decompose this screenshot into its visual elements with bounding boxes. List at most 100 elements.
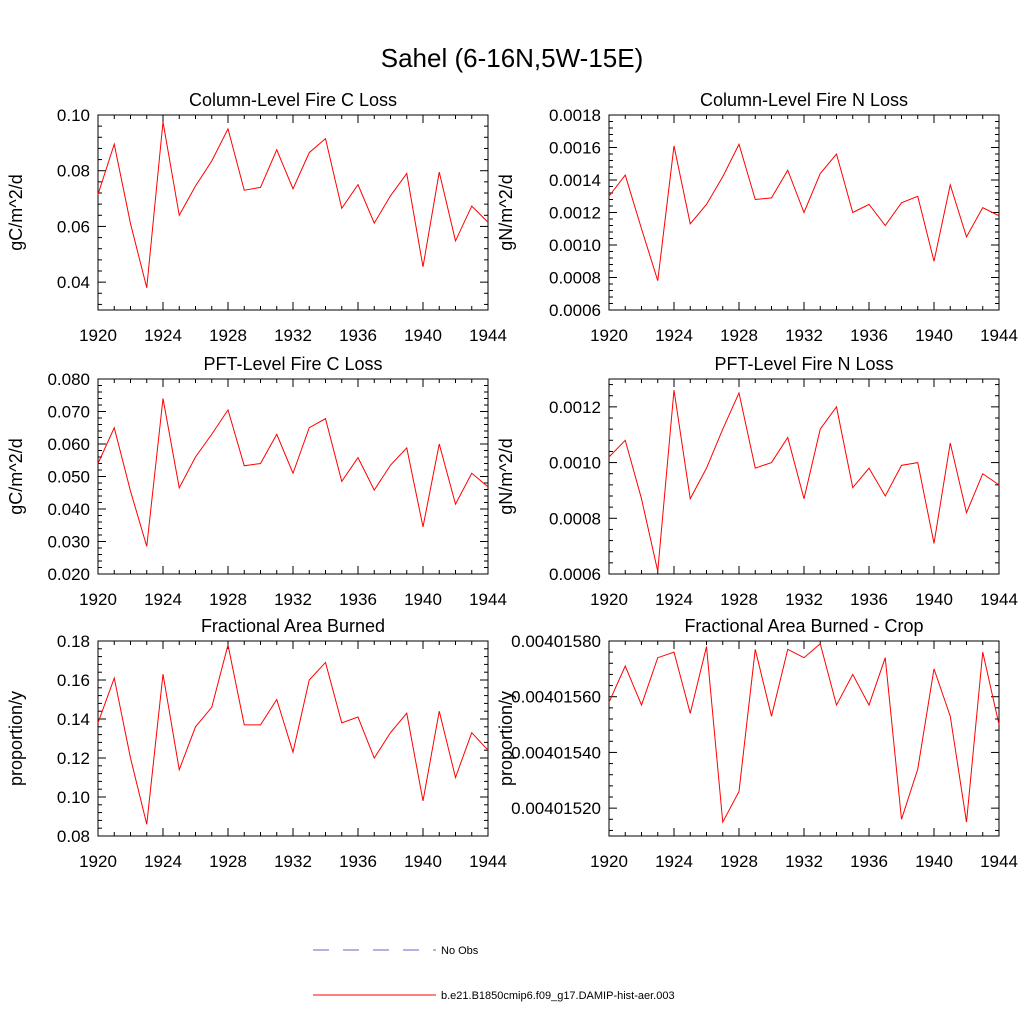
y-tick-label: 0.10 (57, 788, 90, 807)
y-tick-label: 0.0018 (549, 106, 601, 125)
x-tick-label: 1936 (850, 852, 888, 871)
x-tick-label: 1932 (274, 326, 312, 345)
x-tick-label: 1932 (274, 590, 312, 609)
x-tick-label: 1928 (209, 326, 247, 345)
series-line (608, 642, 1000, 824)
x-tick-label: 1924 (144, 852, 182, 871)
y-tick-label: 0.06 (57, 217, 90, 236)
x-tick-label: 1940 (404, 590, 442, 609)
x-tick-label: 1932 (785, 326, 823, 345)
x-tick-label: 1944 (980, 590, 1018, 609)
y-tick-label: 0.0006 (549, 565, 601, 584)
y-tick-label: 0.0008 (549, 509, 601, 528)
y-tick-label: 0.18 (57, 632, 90, 651)
y-tick-label: 0.0012 (549, 398, 601, 417)
y-tick-label: 0.0012 (549, 204, 601, 223)
y-tick-label: 0.0014 (549, 171, 601, 190)
panel-fractional-area-burned: 1920 1924 1928 1932 1936 1940 1944 0.08 0.10 0.12… (6, 616, 507, 871)
x-tick-label: 1932 (785, 590, 823, 609)
x-tick-label: 1928 (209, 590, 247, 609)
x-tick-label: 1940 (404, 852, 442, 871)
panel-title: PFT-Level Fire C Loss (203, 354, 382, 374)
panel-title: Column-Level Fire N Loss (700, 90, 908, 110)
y-tick-label: 0.0016 (549, 139, 601, 158)
x-tick-label: 1940 (915, 590, 953, 609)
y-tick-label: 0.14 (57, 710, 90, 729)
x-tick-label: 1944 (469, 852, 507, 871)
y-axis-label: gC/m^2/d (6, 438, 26, 514)
series-line (97, 644, 489, 825)
y-tick-label: 0.00401560 (511, 688, 601, 707)
x-tick-label: 1924 (144, 590, 182, 609)
x-tick-label: 1944 (980, 326, 1018, 345)
x-tick-label: 1936 (339, 852, 377, 871)
y-tick-label: 0.070 (47, 403, 90, 422)
x-tick-label: 1936 (850, 326, 888, 345)
x-tick-label: 1944 (980, 852, 1018, 871)
x-tick-label: 1928 (720, 326, 758, 345)
panel-title: Column-Level Fire C Loss (189, 90, 397, 110)
plot-frame (97, 114, 489, 311)
panel-title: PFT-Level Fire N Loss (714, 354, 893, 374)
y-tick-label: 0.0010 (549, 236, 601, 255)
x-tick-label: 1928 (720, 852, 758, 871)
y-tick-label: 0.00401580 (511, 632, 601, 651)
y-tick-label: 0.0010 (549, 454, 601, 473)
legend-label-model: b.e21.B1850cmip6.f09_g17.DAMIP-hist-aer.… (441, 990, 675, 1002)
x-tick-label: 1932 (785, 852, 823, 871)
x-tick-label: 1920 (79, 852, 117, 871)
x-tick-label: 1936 (339, 326, 377, 345)
series-line (97, 121, 489, 288)
plot-frame (97, 378, 489, 575)
y-tick-label: 0.08 (57, 162, 90, 181)
plot-frame (608, 378, 1000, 575)
x-tick-label: 1924 (144, 326, 182, 345)
series-line (97, 398, 489, 547)
panel-fractional-area-burned-crop: 1920 1924 1928 1932 1936 1940 1944 0.00401520 0.… (496, 616, 1018, 871)
y-tick-label: 0.020 (47, 565, 90, 584)
x-tick-label: 1924 (655, 590, 693, 609)
y-tick-label: 0.08 (57, 827, 90, 846)
series-line (608, 390, 1000, 572)
y-tick-label: 0.0008 (549, 269, 601, 288)
x-tick-label: 1920 (79, 590, 117, 609)
x-tick-label: 1940 (404, 326, 442, 345)
y-tick-label: 0.060 (47, 435, 90, 454)
y-axis-label: proportion/y (6, 691, 26, 786)
y-tick-label: 0.10 (57, 106, 90, 125)
y-axis-label: gN/m^2/d (496, 438, 516, 514)
x-tick-label: 1936 (339, 590, 377, 609)
y-axis-label: gC/m^2/d (6, 174, 26, 250)
panel-pft-fire-n-loss: 1920 1924 1928 1932 1936 1940 1944 0.0006 0.0008… (496, 354, 1018, 609)
y-tick-label: 0.04 (57, 273, 90, 292)
y-tick-label: 0.00401540 (511, 743, 601, 762)
y-tick-label: 0.0006 (549, 301, 601, 320)
x-tick-label: 1924 (655, 852, 693, 871)
legend-label-no-obs: No Obs (441, 945, 479, 957)
x-tick-label: 1932 (274, 852, 312, 871)
x-tick-label: 1936 (850, 590, 888, 609)
x-tick-label: 1920 (590, 590, 628, 609)
x-tick-label: 1940 (915, 852, 953, 871)
x-tick-label: 1928 (720, 590, 758, 609)
y-tick-label: 0.00401520 (511, 799, 601, 818)
plot-frame (608, 640, 1000, 837)
y-tick-label: 0.16 (57, 671, 90, 690)
panel-pft-fire-c-loss: 1920 1924 1928 1932 1936 1940 1944 0.020 0.030 0.… (6, 354, 507, 609)
y-tick-label: 0.050 (47, 468, 90, 487)
panel-column-fire-c-loss: 1920 1924 1928 1932 1936 1940 1944 0.04 0.06 0.08… (6, 90, 507, 345)
x-tick-label: 1920 (590, 326, 628, 345)
x-tick-label: 1928 (209, 852, 247, 871)
x-tick-label: 1944 (469, 590, 507, 609)
y-tick-label: 0.040 (47, 500, 90, 519)
x-tick-label: 1920 (590, 852, 628, 871)
x-tick-label: 1920 (79, 326, 117, 345)
y-axis-label: gN/m^2/d (496, 174, 516, 250)
y-axis-label: proportion/y (496, 691, 516, 786)
panel-title: Fractional Area Burned (201, 616, 385, 636)
x-tick-label: 1944 (469, 326, 507, 345)
y-tick-label: 0.12 (57, 749, 90, 768)
panel-column-fire-n-loss: 1920 1924 1928 1932 1936 1940 1944 0.0006 0.0008… (496, 90, 1018, 345)
series-line (608, 142, 1000, 281)
